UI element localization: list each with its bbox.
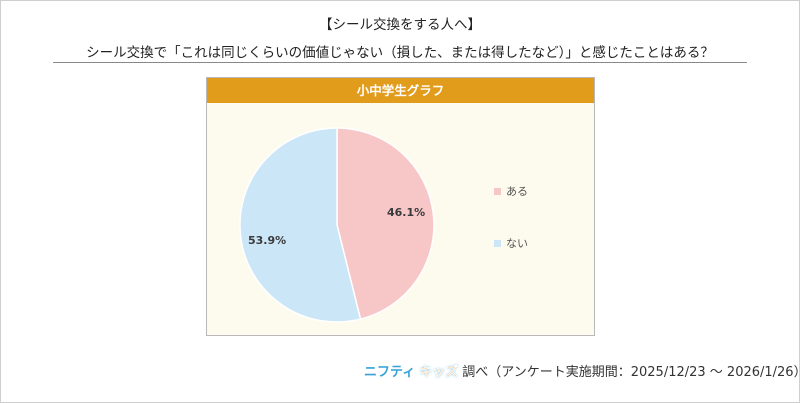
- panel-title: 小中学生グラフ: [207, 78, 594, 103]
- pie-slice-aru: [336, 127, 435, 321]
- legend-swatch-aru: [494, 187, 501, 195]
- source-footer: ニフティ キッズ 調べ（アンケート実施期間：2025/12/23 ～ 2026/…: [364, 361, 800, 380]
- chart-question: シール交換で「これは同じくらいの価値じゃない（損した、または得したなど）」と感じ…: [86, 45, 714, 61]
- legend-item-aru: ある: [494, 183, 528, 199]
- pie-slice-nai: [239, 127, 362, 323]
- title-underline: [53, 62, 747, 63]
- source-text: 調べ（アンケート実施期間：2025/12/23 ～ 2026/1/26）: [462, 365, 800, 380]
- legend-label-aru: ある: [506, 185, 528, 198]
- chart-subtitle: 【シール交換をする人へ】: [319, 17, 481, 33]
- logo-nifty: ニフティ: [364, 365, 416, 380]
- logo-kids: キッズ: [419, 365, 459, 380]
- slice-label-nai: 53.9%: [248, 234, 287, 247]
- legend-label-nai: ない: [506, 237, 528, 250]
- slice-label-aru: 46.1%: [387, 206, 426, 219]
- legend-swatch-nai: [494, 239, 501, 247]
- legend-item-nai: ない: [494, 235, 528, 251]
